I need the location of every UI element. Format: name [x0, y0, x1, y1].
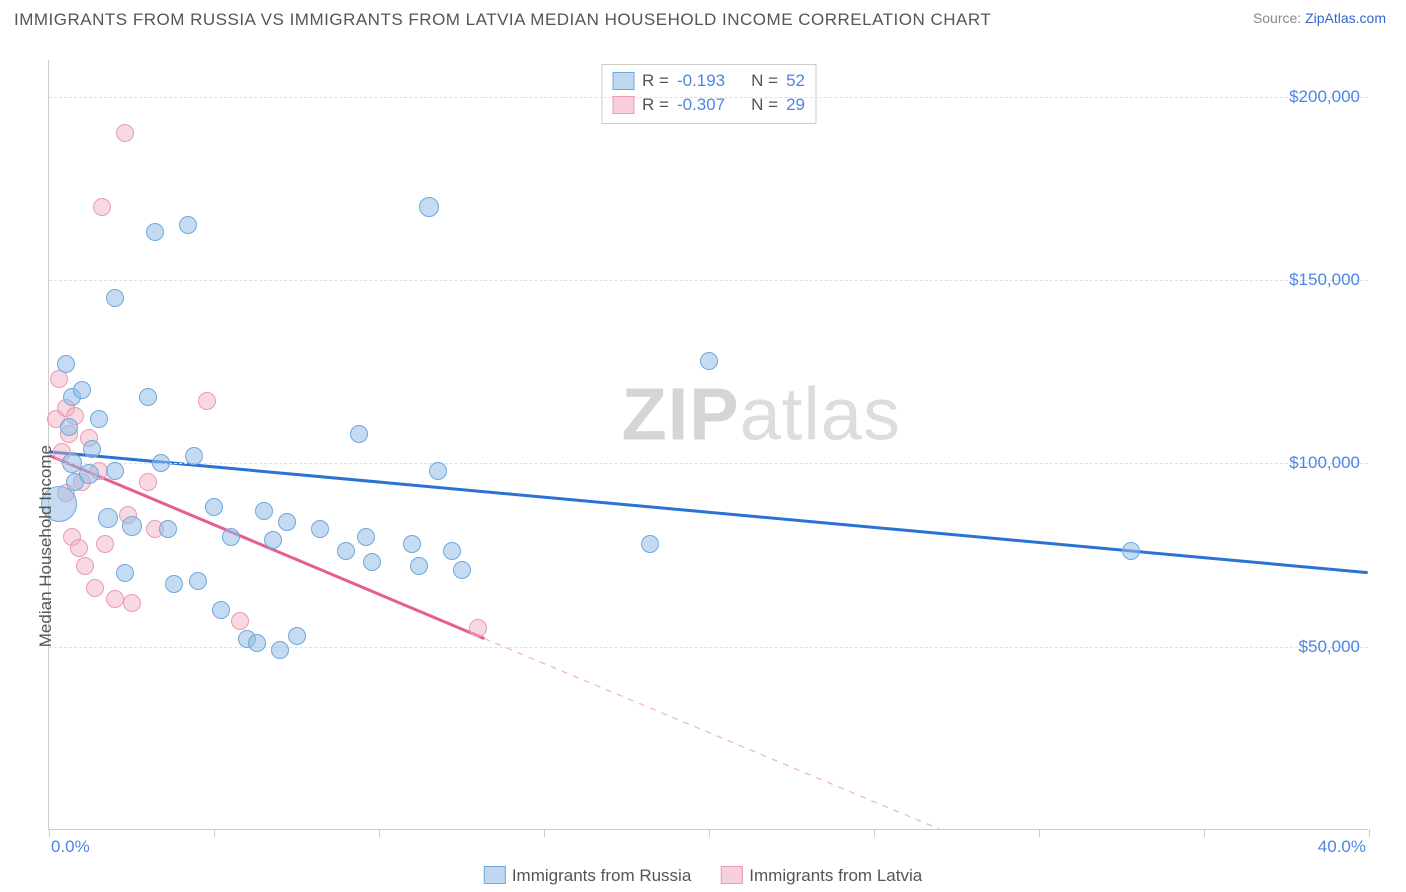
data-point [288, 627, 306, 645]
data-point [116, 564, 134, 582]
chart-title: IMMIGRANTS FROM RUSSIA VS IMMIGRANTS FRO… [14, 10, 991, 30]
n-label: N = [751, 69, 778, 93]
data-point [86, 579, 104, 597]
data-point [311, 520, 329, 538]
data-point [122, 516, 142, 536]
y-tick-label: $100,000 [1289, 453, 1360, 473]
data-point [212, 601, 230, 619]
source-link[interactable]: ZipAtlas.com [1305, 10, 1386, 26]
data-point [106, 462, 124, 480]
n-value-russia: 52 [786, 69, 805, 93]
data-point [70, 539, 88, 557]
data-point [264, 531, 282, 549]
data-point [255, 502, 273, 520]
x-tick [379, 829, 380, 837]
data-point [152, 454, 170, 472]
data-point [139, 473, 157, 491]
data-point [106, 289, 124, 307]
data-point [93, 198, 111, 216]
correlation-row-russia: R = -0.193 N = 52 [612, 69, 805, 93]
data-point [60, 418, 78, 436]
data-point [469, 619, 487, 637]
x-tick [214, 829, 215, 837]
legend-label-latvia: Immigrants from Latvia [749, 866, 922, 885]
legend-label-russia: Immigrants from Russia [512, 866, 691, 885]
data-point [429, 462, 447, 480]
x-tick [1039, 829, 1040, 837]
swatch-latvia-icon [612, 96, 634, 114]
data-point [222, 528, 240, 546]
data-point [403, 535, 421, 553]
x-tick [1204, 829, 1205, 837]
data-point [146, 223, 164, 241]
legend-item-latvia: Immigrants from Latvia [721, 866, 922, 886]
watermark: ZIPatlas [622, 371, 901, 456]
plot-region: ZIPatlas R = -0.193 N = 52 R = -0.307 N … [48, 60, 1368, 830]
chart-area: ZIPatlas R = -0.193 N = 52 R = -0.307 N … [48, 60, 1368, 830]
swatch-russia-icon [612, 72, 634, 90]
data-point [116, 124, 134, 142]
r-label: R = [642, 69, 669, 93]
chart-header: IMMIGRANTS FROM RUSSIA VS IMMIGRANTS FRO… [0, 0, 1406, 36]
data-point [278, 513, 296, 531]
data-point [337, 542, 355, 560]
data-point [350, 425, 368, 443]
data-point [123, 594, 141, 612]
data-point [79, 464, 99, 484]
data-point [271, 641, 289, 659]
source-prefix: Source: [1253, 10, 1305, 26]
data-point [1122, 542, 1140, 560]
data-point [179, 216, 197, 234]
data-point [410, 557, 428, 575]
x-tick-label: 0.0% [51, 837, 90, 857]
gridline [49, 280, 1368, 281]
trend-lines [49, 60, 1368, 829]
trend-line [484, 639, 939, 829]
x-tick [544, 829, 545, 837]
y-tick-label: $150,000 [1289, 270, 1360, 290]
data-point [189, 572, 207, 590]
data-point [96, 535, 114, 553]
y-tick-label: $200,000 [1289, 87, 1360, 107]
x-tick [1369, 829, 1370, 837]
data-point [248, 634, 266, 652]
data-point [443, 542, 461, 560]
y-tick-label: $50,000 [1299, 637, 1360, 657]
gridline [49, 97, 1368, 98]
swatch-russia-icon [484, 866, 506, 884]
data-point [185, 447, 203, 465]
data-point [165, 575, 183, 593]
data-point [73, 381, 91, 399]
series-legend: Immigrants from Russia Immigrants from L… [484, 866, 922, 886]
data-point [419, 197, 439, 217]
data-point [205, 498, 223, 516]
data-point [231, 612, 249, 630]
data-point [106, 590, 124, 608]
data-point [198, 392, 216, 410]
data-point [700, 352, 718, 370]
gridline [49, 463, 1368, 464]
legend-item-russia: Immigrants from Russia [484, 866, 691, 886]
data-point [159, 520, 177, 538]
data-point [57, 355, 75, 373]
r-value-russia: -0.193 [677, 69, 725, 93]
trend-line [49, 452, 1367, 573]
data-point [98, 508, 118, 528]
source-attribution: Source: ZipAtlas.com [1253, 10, 1386, 26]
data-point [357, 528, 375, 546]
data-point [641, 535, 659, 553]
x-tick [874, 829, 875, 837]
correlation-legend: R = -0.193 N = 52 R = -0.307 N = 29 [601, 64, 816, 124]
y-axis-label: Median Household Income [36, 445, 56, 647]
data-point [139, 388, 157, 406]
data-point [363, 553, 381, 571]
x-tick [709, 829, 710, 837]
data-point [76, 557, 94, 575]
data-point [83, 440, 101, 458]
data-point [90, 410, 108, 428]
x-tick-label: 40.0% [1318, 837, 1366, 857]
data-point [453, 561, 471, 579]
x-tick [49, 829, 50, 837]
swatch-latvia-icon [721, 866, 743, 884]
